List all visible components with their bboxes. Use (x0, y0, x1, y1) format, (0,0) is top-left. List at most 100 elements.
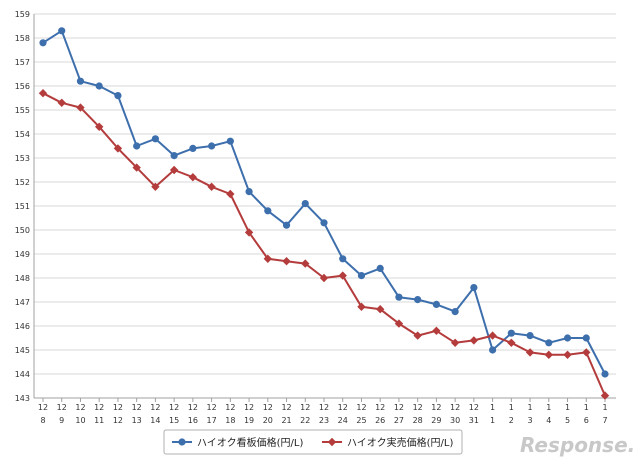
x-tick-day-9: 17 (207, 416, 217, 425)
y-tick-label-144: 144 (15, 370, 30, 379)
x-tick-month-16: 12 (338, 403, 348, 412)
x-tick-day-5: 13 (132, 416, 142, 425)
x-tick-month-7: 12 (169, 403, 179, 412)
y-tick-label-154: 154 (15, 130, 30, 139)
x-tick-month-23: 12 (469, 403, 479, 412)
y-tick-label-148: 148 (15, 274, 30, 283)
data-point-s0-7 (170, 152, 178, 160)
x-tick-month-18: 12 (375, 403, 385, 412)
data-point-s1-18 (376, 305, 385, 314)
data-point-s0-23 (470, 284, 478, 292)
x-tick-day-24: 1 (490, 416, 495, 425)
x-tick-month-4: 12 (113, 403, 123, 412)
data-point-s0-20 (414, 296, 422, 304)
data-point-s1-22 (450, 338, 460, 347)
x-tick-month-29: 1 (584, 403, 589, 412)
data-point-s1-24 (488, 331, 497, 340)
data-point-s1-26 (525, 348, 535, 357)
gridlines (33, 13, 616, 399)
x-tick-month-3: 12 (94, 403, 104, 412)
data-point-s1-11 (244, 228, 254, 237)
data-point-s1-5 (132, 163, 141, 172)
x-tick-day-18: 26 (375, 416, 385, 425)
data-point-s1-2 (76, 103, 85, 112)
data-point-s0-29 (582, 334, 590, 342)
x-tick-month-1: 12 (57, 403, 67, 412)
x-tick-day-22: 30 (450, 416, 460, 425)
y-tick-label-143: 143 (15, 394, 30, 403)
x-tick-month-12: 12 (263, 403, 273, 412)
data-point-s1-30 (600, 391, 610, 400)
x-tick-month-22: 12 (450, 403, 460, 412)
x-tick-day-26: 3 (528, 416, 533, 425)
x-tick-month-21: 12 (431, 403, 441, 412)
y-tick-label-150: 150 (15, 226, 30, 235)
data-point-s0-3 (95, 82, 103, 90)
x-tick-day-11: 19 (244, 416, 254, 425)
data-point-s0-10 (226, 137, 234, 145)
data-point-s1-1 (57, 98, 66, 107)
x-tick-day-29: 6 (584, 416, 589, 425)
data-point-s1-15 (319, 273, 329, 283)
data-point-s1-6 (151, 182, 160, 191)
data-point-s0-24 (489, 346, 497, 354)
x-tick-day-15: 23 (319, 416, 329, 425)
y-tick-label-151: 151 (15, 202, 30, 211)
x-tick-day-12: 20 (263, 416, 273, 425)
data-point-s0-12 (264, 207, 272, 215)
x-tick-day-6: 14 (150, 416, 160, 425)
data-point-s0-22 (451, 308, 459, 316)
legend-label-1: ハイオク実売価格(円/L) (347, 436, 453, 449)
data-point-s1-10 (226, 189, 235, 199)
data-point-s0-14 (301, 200, 309, 208)
series-1 (38, 89, 610, 400)
x-tick-month-9: 12 (207, 403, 217, 412)
data-point-s0-1 (58, 27, 66, 35)
data-point-s1-7 (169, 165, 179, 175)
x-tick-day-27: 4 (546, 416, 551, 425)
watermark-logo: Response. (520, 433, 635, 457)
y-tick-label-146: 146 (15, 322, 30, 331)
y-tick-label-145: 145 (15, 346, 30, 355)
data-point-s1-4 (113, 144, 123, 153)
data-point-s0-27 (545, 339, 553, 347)
data-point-s1-20 (413, 331, 422, 340)
data-point-s1-25 (507, 338, 516, 347)
data-point-s0-11 (245, 188, 253, 196)
data-point-s0-19 (395, 293, 403, 301)
x-tick-day-14: 22 (300, 416, 310, 425)
y-tick-label-156: 156 (15, 82, 30, 91)
data-point-s1-13 (282, 257, 291, 266)
y-tick-label-155: 155 (15, 106, 30, 115)
data-point-s0-30 (601, 370, 609, 378)
data-point-s0-18 (376, 264, 384, 272)
series-line-0 (42, 29, 606, 375)
data-point-s0-17 (357, 272, 366, 280)
x-tick-day-21: 29 (431, 416, 441, 425)
data-point-s1-16 (338, 271, 347, 280)
x-tick-day-10: 18 (225, 416, 235, 425)
y-tick-label-158: 158 (15, 34, 30, 43)
data-point-s1-0 (38, 89, 48, 98)
x-tick-month-19: 12 (394, 403, 404, 412)
x-tick-day-7: 15 (169, 416, 179, 425)
data-point-s0-8 (189, 144, 197, 152)
x-tick-month-2: 12 (75, 403, 85, 412)
x-tick-day-3: 11 (94, 416, 104, 425)
x-tick-month-5: 12 (132, 403, 142, 412)
x-tick-day-4: 12 (113, 416, 123, 425)
y-tick-label-149: 149 (15, 250, 30, 259)
series-0 (39, 27, 609, 378)
x-tick-month-11: 12 (244, 403, 254, 412)
x-tick-day-2: 10 (75, 416, 85, 425)
x-tick-month-27: 1 (546, 403, 551, 412)
x-tick-month-17: 12 (356, 403, 366, 412)
x-tick-day-1: 9 (59, 416, 64, 425)
data-point-s1-8 (188, 173, 198, 182)
data-point-s0-15 (320, 219, 328, 227)
x-tick-day-30: 7 (602, 416, 607, 425)
legend-marker-0 (178, 438, 186, 446)
data-point-s1-9 (207, 182, 216, 191)
y-tick-label-153: 153 (15, 154, 30, 163)
